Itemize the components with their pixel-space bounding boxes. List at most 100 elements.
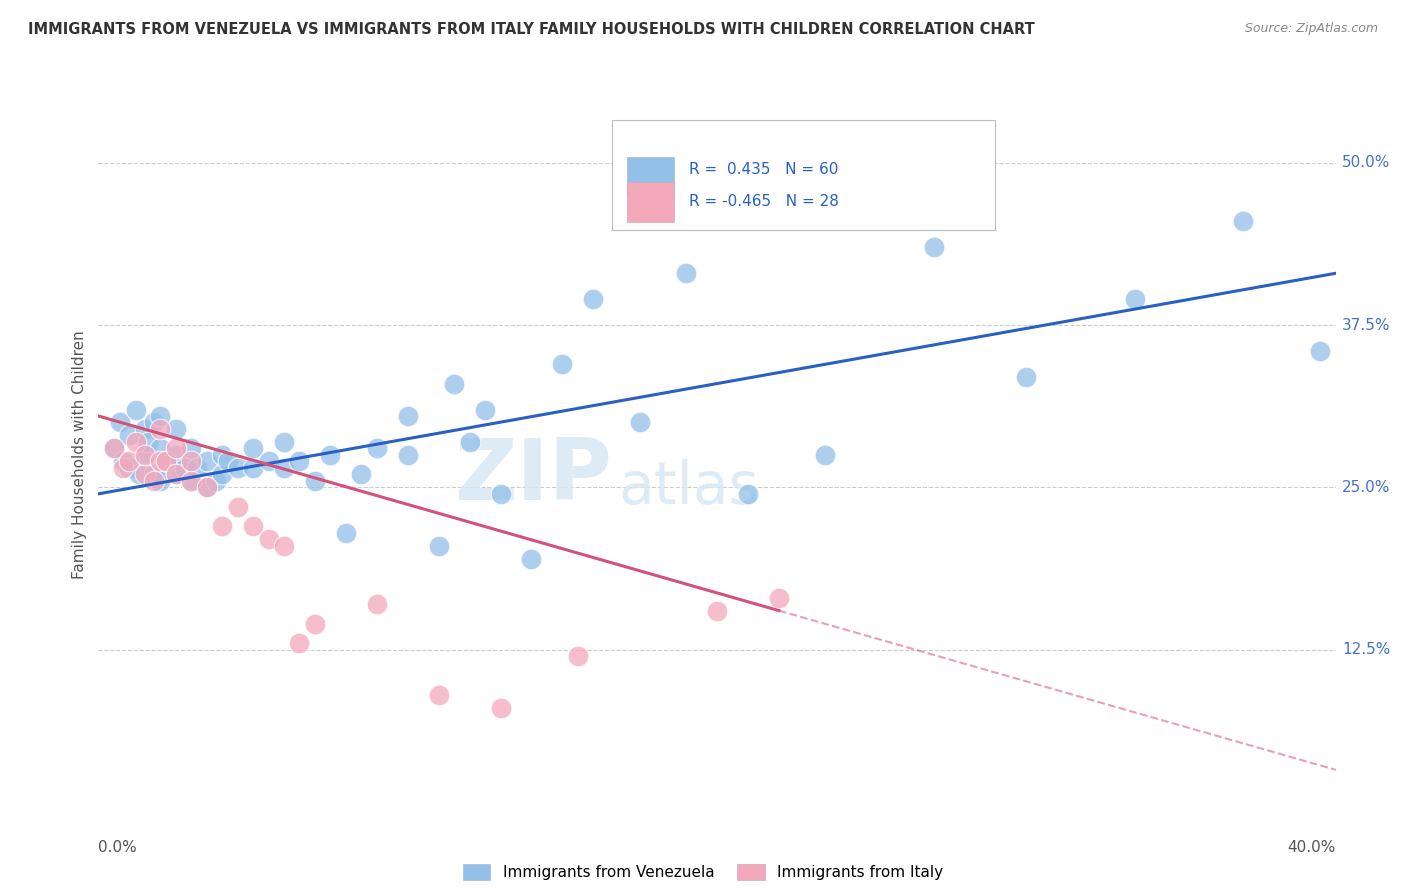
Point: [226, 461, 249, 475]
Text: R = -0.465   N = 28: R = -0.465 N = 28: [689, 194, 838, 210]
Point: [134, 422, 156, 436]
Point: [136, 434, 159, 449]
Y-axis label: Family Households with Children: Family Households with Children: [72, 331, 87, 579]
Text: IMMIGRANTS FROM VENEZUELA VS IMMIGRANTS FROM ITALY FAMILY HOUSEHOLDS WITH CHILDR: IMMIGRANTS FROM VENEZUELA VS IMMIGRANTS …: [28, 22, 1035, 37]
Point: [149, 442, 172, 456]
Point: [443, 376, 465, 391]
Point: [1309, 344, 1331, 359]
Point: [149, 409, 172, 423]
Point: [706, 604, 728, 618]
Point: [257, 454, 280, 468]
Point: [134, 448, 156, 462]
Point: [922, 240, 945, 254]
Point: [304, 616, 326, 631]
Legend: Immigrants from Venezuela, Immigrants from Italy: Immigrants from Venezuela, Immigrants fr…: [463, 864, 943, 880]
Text: 37.5%: 37.5%: [1341, 318, 1391, 333]
Bar: [627, 157, 673, 196]
Point: [180, 474, 202, 488]
FancyBboxPatch shape: [612, 120, 995, 230]
Point: [366, 442, 388, 456]
Point: [180, 474, 202, 488]
Point: [165, 467, 187, 482]
Point: [118, 428, 141, 442]
Point: [103, 442, 125, 456]
Text: atlas: atlas: [619, 458, 759, 516]
Point: [628, 416, 651, 430]
Point: [186, 461, 208, 475]
Text: ZIP: ZIP: [454, 434, 612, 518]
Point: [143, 467, 166, 482]
Point: [427, 688, 450, 702]
Text: R =  0.435   N = 60: R = 0.435 N = 60: [689, 162, 838, 178]
Point: [226, 500, 249, 514]
Point: [134, 448, 156, 462]
Point: [273, 434, 295, 449]
Point: [180, 454, 202, 468]
Point: [427, 539, 450, 553]
Point: [242, 442, 264, 456]
Point: [520, 551, 543, 566]
Point: [128, 467, 150, 482]
Point: [143, 416, 166, 430]
Point: [108, 416, 131, 430]
Point: [124, 402, 146, 417]
Point: [304, 474, 326, 488]
Point: [155, 454, 177, 468]
Point: [195, 454, 218, 468]
Point: [814, 448, 837, 462]
Point: [396, 448, 419, 462]
Point: [180, 442, 202, 456]
Point: [205, 474, 228, 488]
Point: [273, 539, 295, 553]
Text: 0.0%: 0.0%: [98, 840, 138, 855]
Point: [319, 448, 342, 462]
Point: [335, 525, 357, 540]
Point: [134, 467, 156, 482]
Point: [1015, 370, 1038, 384]
Point: [149, 474, 172, 488]
Point: [195, 480, 218, 494]
Bar: [627, 182, 673, 221]
Point: [768, 591, 790, 605]
Point: [124, 434, 146, 449]
Point: [288, 636, 311, 650]
Point: [567, 648, 589, 663]
Point: [211, 519, 233, 533]
Point: [458, 434, 481, 449]
Point: [112, 461, 135, 475]
Text: 40.0%: 40.0%: [1288, 840, 1336, 855]
Point: [143, 474, 166, 488]
Point: [489, 487, 512, 501]
Point: [165, 422, 187, 436]
Point: [165, 448, 187, 462]
Point: [288, 454, 311, 468]
Point: [737, 487, 759, 501]
Point: [350, 467, 373, 482]
Point: [211, 467, 233, 482]
Point: [174, 461, 197, 475]
Point: [195, 480, 218, 494]
Point: [165, 442, 187, 456]
Point: [242, 461, 264, 475]
Point: [396, 409, 419, 423]
Point: [118, 454, 141, 468]
Point: [551, 357, 574, 371]
Point: [366, 597, 388, 611]
Text: 50.0%: 50.0%: [1341, 155, 1391, 170]
Point: [242, 519, 264, 533]
Text: 25.0%: 25.0%: [1341, 480, 1391, 495]
Point: [257, 533, 280, 547]
Text: 12.5%: 12.5%: [1341, 642, 1391, 657]
Point: [675, 266, 697, 280]
Point: [1232, 214, 1254, 228]
Point: [582, 292, 605, 306]
Point: [474, 402, 496, 417]
Text: Source: ZipAtlas.com: Source: ZipAtlas.com: [1244, 22, 1378, 36]
Point: [1123, 292, 1146, 306]
Point: [211, 448, 233, 462]
Point: [155, 454, 177, 468]
Point: [112, 454, 135, 468]
Point: [489, 701, 512, 715]
Point: [118, 461, 141, 475]
Point: [273, 461, 295, 475]
